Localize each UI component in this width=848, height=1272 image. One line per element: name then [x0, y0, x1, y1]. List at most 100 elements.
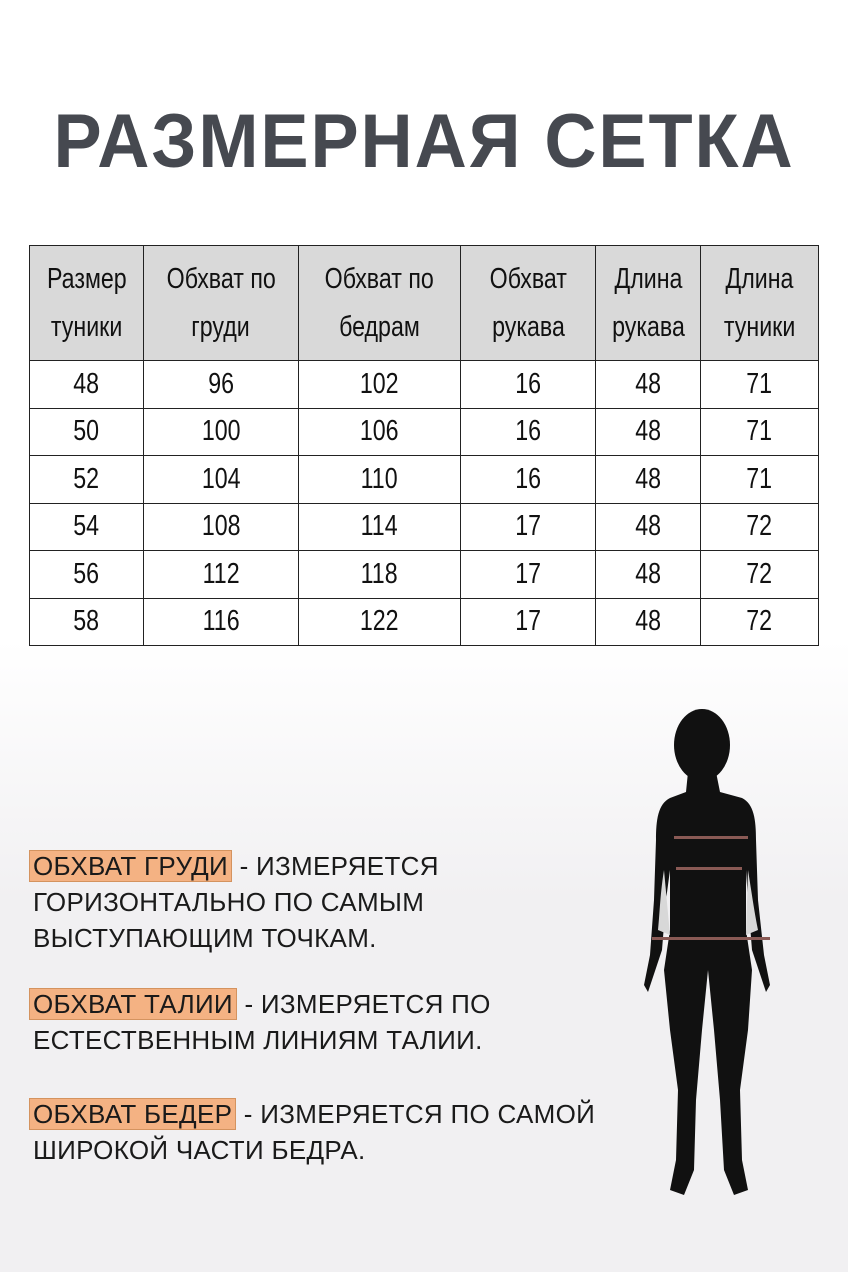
cell-value: 48 — [635, 557, 661, 590]
cell-value: 16 — [515, 367, 541, 400]
table-cell: 110 — [298, 455, 461, 504]
table-cell: 104 — [143, 455, 299, 504]
table-cell: 114 — [298, 502, 461, 551]
cell-value: 48 — [635, 510, 661, 543]
table-cell: 106 — [298, 407, 461, 456]
table-cell: 100 — [143, 407, 299, 456]
note-waist: ОБХВАТ ТАЛИИ - ИЗМЕРЯЕТСЯ ПО ЕСТЕСТВЕННЫ… — [29, 986, 491, 1058]
column-header: Обхват по груди — [143, 245, 299, 361]
cell-value: 48 — [73, 367, 100, 400]
cell-value: 112 — [202, 557, 240, 590]
table-row: 48 96 102 16 48 71 — [29, 360, 819, 409]
table-cell: 48 — [595, 455, 701, 504]
cell-value: 102 — [360, 367, 399, 400]
header-line: бедрам — [339, 311, 420, 343]
cell-value: 54 — [73, 510, 100, 543]
cell-value: 116 — [202, 605, 240, 638]
table-cell: 102 — [298, 360, 461, 409]
header-line: Длина — [614, 263, 682, 295]
table-row: 54 108 114 17 48 72 — [29, 502, 819, 551]
header-line: туники — [723, 311, 796, 343]
note-text: ГОРИЗОНТАЛЬНО ПО САМЫМ — [33, 887, 425, 917]
cell-value: 72 — [746, 557, 773, 590]
table-cell: 52 — [29, 455, 144, 504]
note-text: - ИЗМЕРЯЕТСЯ — [239, 851, 439, 881]
column-header: Обхват рукава — [460, 245, 596, 361]
table-header-row: Размер туники Обхват по груди Обхват по бедра… — [29, 245, 819, 361]
note-text: - ИЗМЕРЯЕТСЯ ПО САМОЙ — [243, 1099, 596, 1129]
table-cell: 58 — [29, 597, 144, 646]
table-cell: 48 — [595, 550, 701, 599]
table-cell: 16 — [460, 455, 596, 504]
column-header: Обхват по бедрам — [298, 245, 461, 361]
table-cell: 17 — [460, 550, 596, 599]
table-cell: 48 — [595, 502, 701, 551]
cell-value: 72 — [746, 605, 773, 638]
note-text: - ИЗМЕРЯЕТСЯ ПО — [244, 989, 491, 1019]
cell-value: 108 — [201, 510, 241, 543]
page-title: РАЗМЕРНАЯ СЕТКА — [53, 99, 795, 184]
note-text: ВЫСТУПАЮЩИМ ТОЧКАМ. — [33, 923, 377, 953]
cell-value: 48 — [635, 415, 661, 448]
table-cell: 48 — [595, 407, 701, 456]
header-line: рукава — [611, 311, 685, 343]
table-cell: 54 — [29, 502, 144, 551]
cell-value: 17 — [515, 557, 541, 590]
cell-value: 50 — [73, 415, 100, 448]
table-cell: 17 — [460, 502, 596, 551]
table-cell: 112 — [143, 550, 299, 599]
header-line: Размер — [46, 263, 127, 295]
column-header: Размер туники — [29, 245, 144, 361]
cell-value: 52 — [73, 462, 100, 495]
column-header: Длина туники — [700, 245, 819, 361]
header-line: туники — [50, 311, 123, 343]
term-highlight: ОБХВАТ БЕДЕР — [29, 1098, 237, 1130]
table-cell: 16 — [460, 407, 596, 456]
table-cell: 118 — [298, 550, 461, 599]
note-hips: ОБХВАТ БЕДЕР - ИЗМЕРЯЕТСЯ ПО САМОЙ ШИРОК… — [29, 1096, 596, 1168]
cell-value: 118 — [360, 557, 398, 590]
table-cell: 50 — [29, 407, 144, 456]
table-cell: 48 — [29, 360, 144, 409]
table-cell: 71 — [700, 455, 819, 504]
term-highlight: ОБХВАТ ТАЛИИ — [29, 988, 237, 1020]
cell-value: 100 — [201, 415, 241, 448]
cell-value: 16 — [515, 415, 541, 448]
term-highlight: ОБХВАТ ГРУДИ — [29, 850, 233, 882]
table-cell: 108 — [143, 502, 299, 551]
table-cell: 56 — [29, 550, 144, 599]
table-cell: 96 — [143, 360, 299, 409]
header-line: Длина — [725, 263, 794, 295]
waist-line — [676, 867, 742, 870]
hip-line — [652, 937, 770, 940]
table-row: 50 100 106 16 48 71 — [29, 407, 819, 456]
table-cell: 16 — [460, 360, 596, 409]
cell-value: 48 — [635, 462, 661, 495]
table-cell: 72 — [700, 502, 819, 551]
table-cell: 71 — [700, 407, 819, 456]
cell-value: 71 — [746, 415, 773, 448]
cell-value: 122 — [360, 605, 399, 638]
cell-value: 71 — [746, 462, 773, 495]
cell-value: 72 — [746, 510, 773, 543]
header-line: Обхват по — [324, 263, 435, 295]
cell-value: 56 — [73, 557, 100, 590]
header-line: груди — [191, 311, 251, 343]
cell-value: 96 — [208, 367, 234, 400]
note-text: ЕСТЕСТВЕННЫМ ЛИНИЯМ ТАЛИИ. — [33, 1025, 483, 1055]
table-cell: 17 — [460, 597, 596, 646]
table-cell: 72 — [700, 550, 819, 599]
cell-value: 48 — [635, 367, 661, 400]
table-cell: 116 — [143, 597, 299, 646]
column-header: Длина рукава — [595, 245, 701, 361]
cell-value: 48 — [635, 605, 661, 638]
table-cell: 122 — [298, 597, 461, 646]
note-text: ШИРОКОЙ ЧАСТИ БЕДРА. — [33, 1135, 366, 1165]
header-line: рукава — [491, 311, 565, 343]
cell-value: 110 — [360, 462, 398, 495]
cell-value: 71 — [746, 367, 773, 400]
table-cell: 48 — [595, 597, 701, 646]
table-cell: 48 — [595, 360, 701, 409]
size-table: Размер туники Обхват по груди Обхват по бедра… — [29, 245, 819, 646]
table-row: 52 104 110 16 48 71 — [29, 455, 819, 504]
